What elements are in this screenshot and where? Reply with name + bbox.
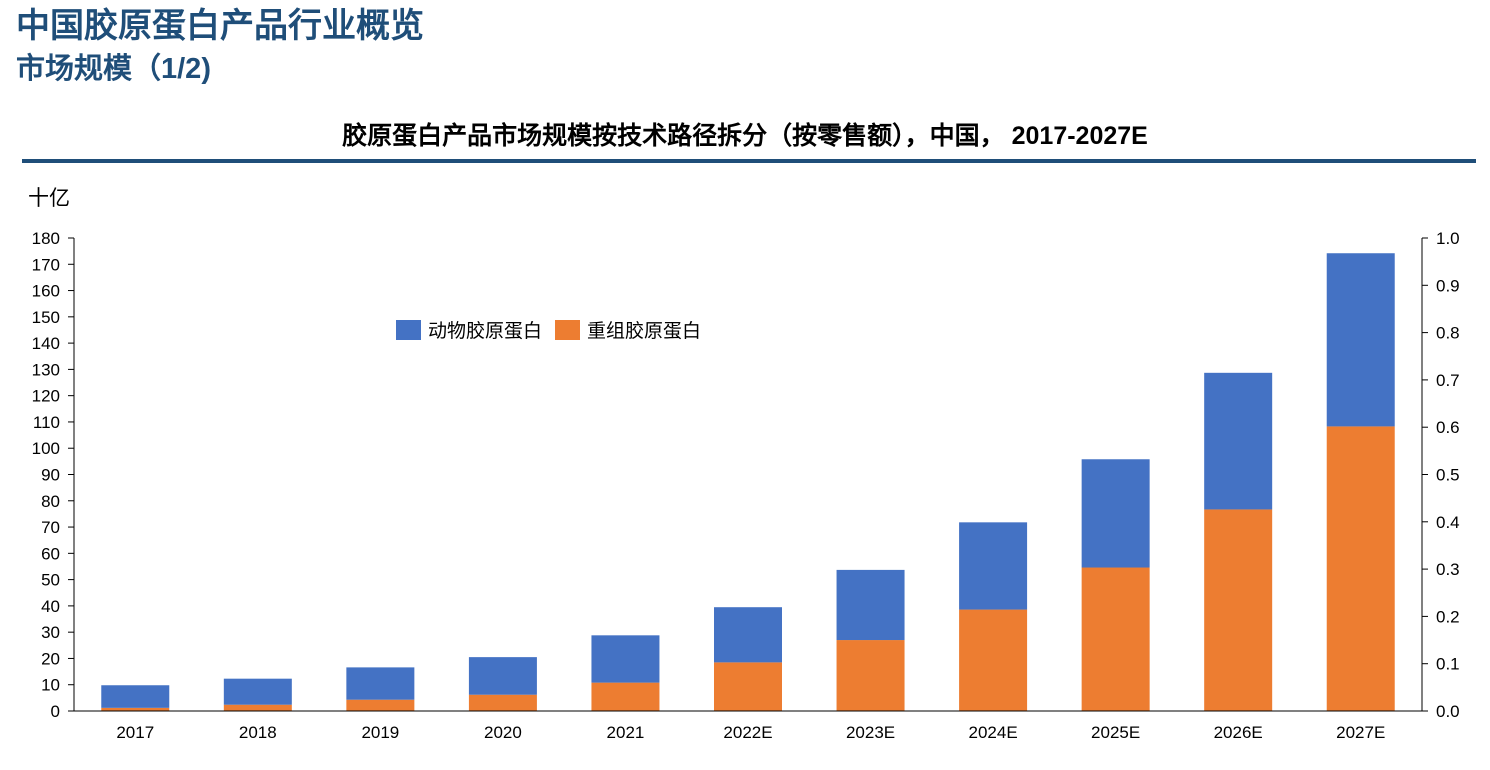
y2-tick-label: 0.0 [1436, 702, 1460, 721]
x-tick-label: 2023E [846, 723, 895, 742]
right-axis: 0.0 0.1 0.2 0.3 0.4 0.5 0.6 0.7 0.8 0.9 1.0 [1422, 229, 1460, 721]
bar-segment-animal [591, 635, 659, 682]
y2-tick-label: 0.9 [1436, 276, 1460, 295]
bar-segment-animal [469, 657, 537, 695]
x-tick-label: 2022E [723, 723, 772, 742]
bar-segment-recombinant [591, 683, 659, 711]
bar-segment-animal [101, 685, 169, 708]
y-tick-label: 90 [41, 466, 60, 485]
y-tick-label: 80 [41, 492, 60, 511]
y2-tick-label: 0.5 [1436, 466, 1460, 485]
bar-segment-animal [346, 667, 414, 699]
y-tick-label: 70 [41, 518, 60, 537]
y-tick-label: 120 [32, 387, 60, 406]
bar-segment-recombinant [1082, 568, 1150, 711]
bar-segment-recombinant [837, 640, 905, 711]
chart-legend: 动物胶原蛋白 重组胶原蛋白 [396, 320, 701, 342]
legend-swatch [555, 320, 580, 340]
y2-tick-label: 0.3 [1436, 560, 1460, 579]
y-tick-label: 140 [32, 334, 60, 353]
bar-segment-recombinant [224, 705, 292, 711]
x-tick-label: 2019 [361, 723, 399, 742]
y-tick-label: 30 [41, 623, 60, 642]
y-tick-label: 50 [41, 571, 60, 590]
x-tick-label: 2020 [484, 723, 522, 742]
x-tick-label: 2017 [116, 723, 154, 742]
y-tick-label: 180 [32, 229, 60, 248]
bar-segment-recombinant [1327, 426, 1395, 711]
bar-segment-animal [1082, 459, 1150, 567]
y-tick-label: 100 [32, 439, 60, 458]
bar-segment-recombinant [959, 610, 1027, 711]
bar-segment-animal [959, 522, 1027, 609]
y2-tick-label: 0.2 [1436, 607, 1460, 626]
bar-segment-animal [224, 679, 292, 705]
y2-tick-label: 0.4 [1436, 513, 1460, 532]
y-tick-label: 170 [32, 255, 60, 274]
bar-segment-animal [1327, 253, 1395, 426]
bar-segment-recombinant [469, 695, 537, 711]
bar-segment-recombinant [346, 700, 414, 711]
y-tick-label: 160 [32, 282, 60, 301]
y-tick-label: 110 [33, 413, 60, 432]
bar-segment-animal [1204, 373, 1272, 510]
bar-segment-recombinant [714, 662, 782, 711]
y-tick-label: 60 [41, 544, 60, 563]
bar-segment-recombinant [1204, 509, 1272, 711]
y2-tick-label: 0.7 [1436, 371, 1460, 390]
x-tick-label: 2026E [1214, 723, 1263, 742]
bar-segment-animal [837, 570, 905, 640]
x-axis: 2017 2018 2019 2020 2021 2022E 2023E 2024E 2025E… [74, 711, 1422, 742]
left-axis: 0 10 20 30 40 50 60 70 80 90 100 110 120 130 140 150 160… [32, 229, 74, 721]
y-axis-unit-label: 十亿 [28, 187, 70, 210]
y2-tick-label: 0.8 [1436, 324, 1460, 343]
legend-swatch [396, 320, 421, 340]
stacked-bar-chart: 十亿 0 10 20 30 40 50 60 70 80 90 100 110 120 130 140 150… [0, 0, 1490, 770]
y2-tick-label: 0.6 [1436, 418, 1460, 437]
legend-label: 重组胶原蛋白 [587, 320, 701, 342]
y2-tick-label: 1.0 [1436, 229, 1460, 248]
y-tick-label: 0 [51, 702, 60, 721]
bar-segment-animal [714, 607, 782, 662]
y-tick-label: 20 [41, 649, 60, 668]
legend-label: 动物胶原蛋白 [428, 320, 542, 342]
x-tick-label: 2021 [607, 723, 645, 742]
x-tick-label: 2018 [239, 723, 277, 742]
y-tick-label: 40 [41, 597, 60, 616]
x-tick-label: 2025E [1091, 723, 1140, 742]
y-tick-label: 10 [41, 676, 60, 695]
x-tick-label: 2024E [969, 723, 1018, 742]
y-tick-label: 150 [32, 308, 60, 327]
x-tick-label: 2027E [1336, 723, 1385, 742]
bar-series [101, 253, 1394, 711]
y-tick-label: 130 [32, 360, 60, 379]
y2-tick-label: 0.1 [1436, 655, 1460, 674]
